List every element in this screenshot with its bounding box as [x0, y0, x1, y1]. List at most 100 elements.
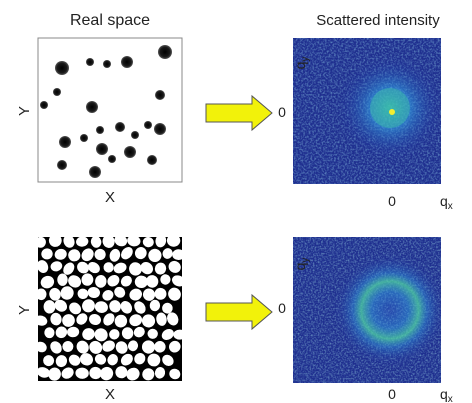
particle	[103, 313, 115, 326]
particle	[102, 237, 115, 248]
particle	[55, 355, 68, 368]
dense-particles	[38, 237, 182, 381]
particle	[76, 313, 88, 325]
particle	[100, 366, 114, 381]
particle	[154, 287, 167, 300]
particle	[40, 275, 55, 289]
particle	[57, 273, 68, 286]
particle	[61, 367, 74, 379]
particle	[96, 126, 104, 134]
particle	[167, 312, 179, 326]
particle	[142, 288, 156, 301]
particle	[69, 302, 82, 315]
particle	[173, 329, 182, 340]
particle	[114, 286, 126, 298]
sparse-particles	[40, 45, 172, 178]
particle	[154, 367, 166, 379]
particle	[161, 328, 174, 341]
particle	[168, 260, 181, 273]
particle	[120, 301, 133, 314]
particle	[103, 262, 114, 273]
particle	[81, 248, 94, 262]
particle	[148, 248, 162, 262]
particle	[162, 248, 173, 259]
particle	[114, 237, 128, 247]
particle	[144, 121, 152, 129]
particle	[80, 134, 88, 142]
particle	[134, 275, 148, 289]
particle	[94, 248, 106, 261]
particle	[120, 275, 132, 287]
particle	[86, 101, 98, 113]
particle	[89, 340, 103, 354]
particle	[121, 247, 133, 260]
particle	[77, 288, 89, 300]
particle	[50, 312, 62, 326]
particle	[102, 340, 115, 352]
particle	[89, 366, 102, 380]
particle	[48, 237, 62, 247]
qx-label-bottom: qx	[440, 386, 453, 403]
particle	[168, 287, 181, 301]
particle	[38, 367, 51, 378]
particle	[38, 341, 47, 353]
y-axis-label-bottom: Y	[16, 305, 33, 315]
particle	[63, 237, 75, 248]
particle	[102, 290, 114, 301]
particle	[142, 368, 155, 381]
particle	[109, 248, 121, 262]
particle	[131, 131, 139, 139]
particle	[155, 90, 165, 100]
particle	[155, 237, 167, 248]
particle	[127, 237, 141, 247]
particle	[115, 366, 128, 379]
particle	[127, 340, 139, 352]
particle	[87, 286, 100, 299]
particle	[141, 340, 156, 354]
particle	[79, 353, 94, 366]
particle	[67, 326, 80, 338]
particle	[38, 288, 47, 301]
particle	[54, 299, 68, 312]
particle	[107, 274, 120, 287]
particle	[134, 247, 147, 260]
particle	[96, 143, 108, 155]
particle	[55, 61, 69, 75]
particle	[142, 237, 154, 248]
real-space-header: Real space	[70, 12, 150, 29]
particle	[154, 341, 166, 353]
particle	[115, 341, 128, 354]
particle	[82, 299, 95, 313]
zero-x-label-bottom: 0	[388, 386, 396, 402]
particle	[169, 368, 181, 380]
particle	[68, 354, 81, 366]
real-space-panel-dense	[38, 237, 182, 381]
particle	[59, 136, 71, 148]
x-axis-label-top: X	[105, 189, 115, 206]
particle	[40, 101, 48, 109]
particle	[87, 262, 100, 274]
particle	[38, 315, 48, 326]
zero-y-label-bottom: 0	[278, 300, 286, 316]
particle	[166, 237, 181, 247]
particle	[76, 237, 89, 247]
particle	[158, 45, 172, 59]
particle	[63, 262, 75, 275]
particle	[55, 326, 68, 339]
particle	[156, 312, 167, 326]
particle	[57, 160, 67, 170]
particle	[124, 146, 136, 158]
particle	[149, 299, 161, 312]
particle	[113, 262, 127, 274]
real-space-panel-sparse	[37, 37, 183, 183]
particle	[147, 328, 158, 339]
x-axis-label-bottom: X	[105, 386, 115, 403]
particle	[54, 248, 67, 260]
particle	[109, 329, 120, 340]
particle	[43, 355, 55, 367]
particle	[68, 275, 82, 288]
particle	[76, 340, 89, 354]
particle	[41, 248, 53, 260]
particle	[154, 262, 167, 275]
